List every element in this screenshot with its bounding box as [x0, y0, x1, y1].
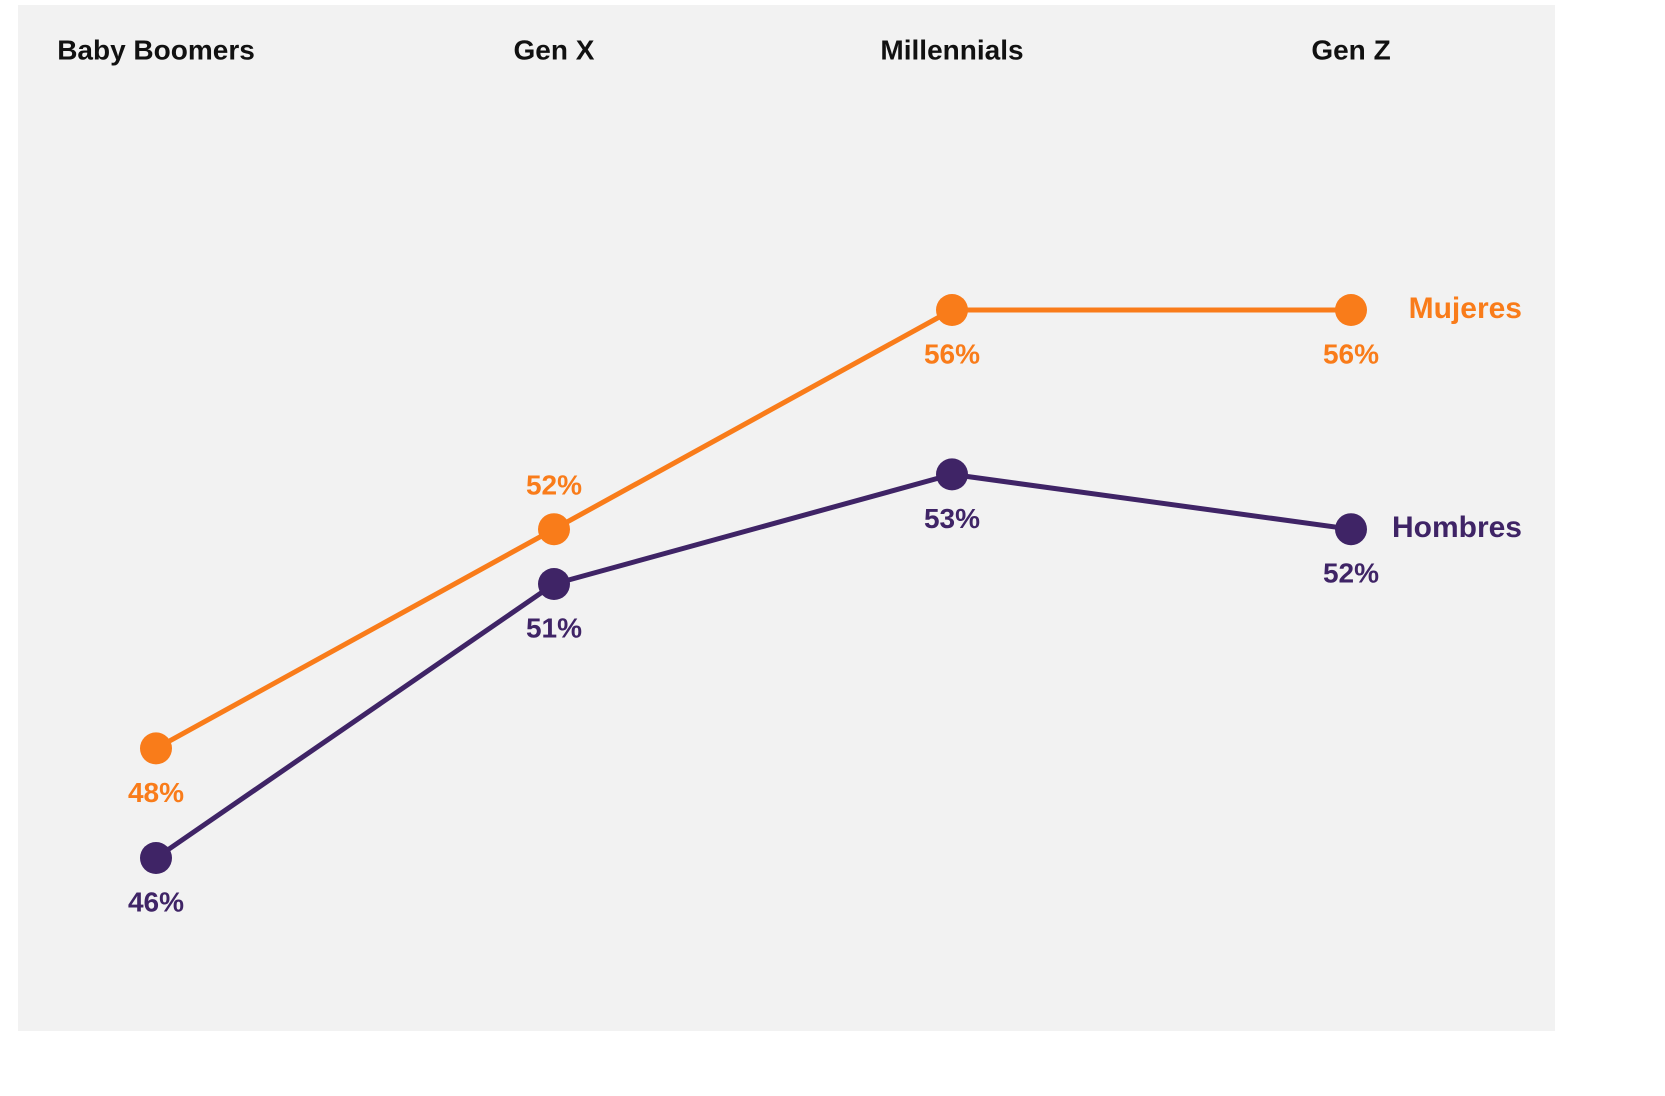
- value-label-mujeres-baby-boomers: 48%: [128, 777, 184, 808]
- category-labels: Baby Boomers Gen X Millennials Gen Z: [57, 34, 1390, 65]
- data-point-hombres-gen-x: [538, 568, 570, 600]
- category-label-gen-x: Gen X: [514, 34, 595, 65]
- data-point-hombres-gen-z: [1335, 513, 1367, 546]
- value-label-hombres-millennials: 53%: [924, 503, 980, 534]
- series-name-mujeres: Mujeres: [1409, 292, 1522, 325]
- value-label-mujeres-gen-x: 52%: [526, 470, 582, 501]
- value-label-hombres-gen-z: 52%: [1323, 558, 1379, 589]
- data-point-mujeres-millennials: [936, 294, 968, 326]
- data-point-mujeres-gen-z: [1335, 294, 1367, 326]
- data-point-hombres-baby-boomers: [140, 842, 172, 874]
- value-label-hombres-gen-x: 51%: [526, 612, 582, 643]
- category-label-gen-z: Gen Z: [1311, 34, 1390, 65]
- series-line-mujeres: [153, 307, 1354, 751]
- value-label-mujeres-gen-z: 56%: [1323, 338, 1379, 369]
- data-point-mujeres-gen-x: [538, 513, 570, 546]
- value-label-mujeres-millennials: 56%: [924, 338, 980, 369]
- series-name-hombres: Hombres: [1392, 511, 1522, 544]
- series-names: Mujeres Hombres: [1392, 292, 1522, 544]
- value-labels: 48% 52% 56% 56% 46% 51% 53% 52%: [128, 338, 1379, 917]
- series-line-hombres: [153, 471, 1354, 861]
- category-label-millennials: Millennials: [880, 34, 1023, 65]
- series-points: [140, 294, 1367, 874]
- category-label-baby-boomers: Baby Boomers: [57, 34, 255, 65]
- data-point-hombres-millennials: [936, 458, 968, 491]
- data-point-mujeres-baby-boomers: [140, 732, 172, 765]
- series-lines: [153, 307, 1354, 861]
- value-label-hombres-baby-boomers: 46%: [128, 886, 184, 917]
